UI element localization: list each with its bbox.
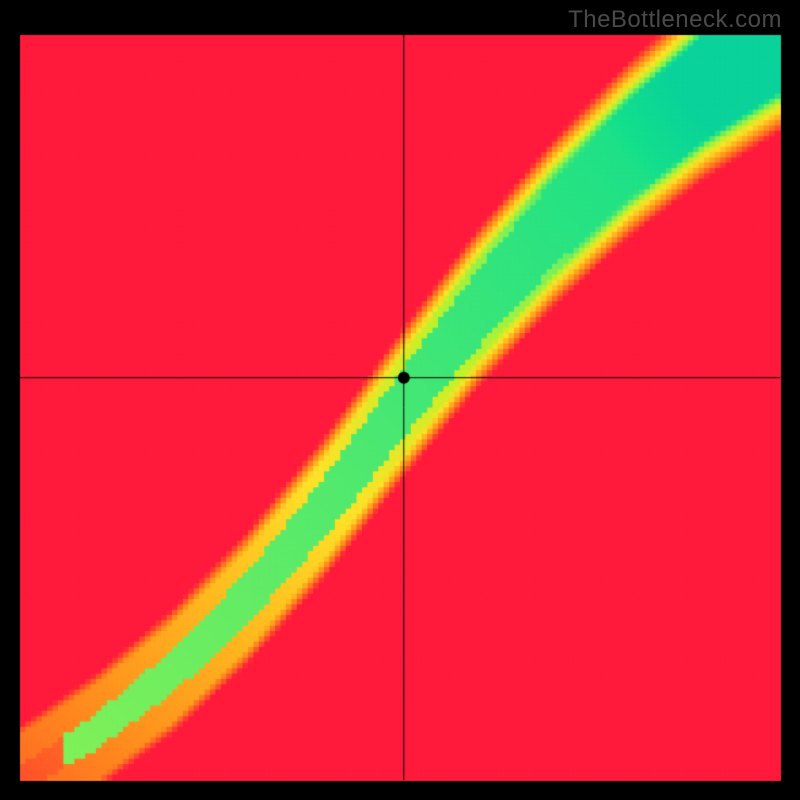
chart-container: TheBottleneck.com bbox=[0, 0, 800, 800]
bottleneck-heatmap bbox=[0, 0, 800, 800]
watermark-text: TheBottleneck.com bbox=[568, 6, 782, 34]
